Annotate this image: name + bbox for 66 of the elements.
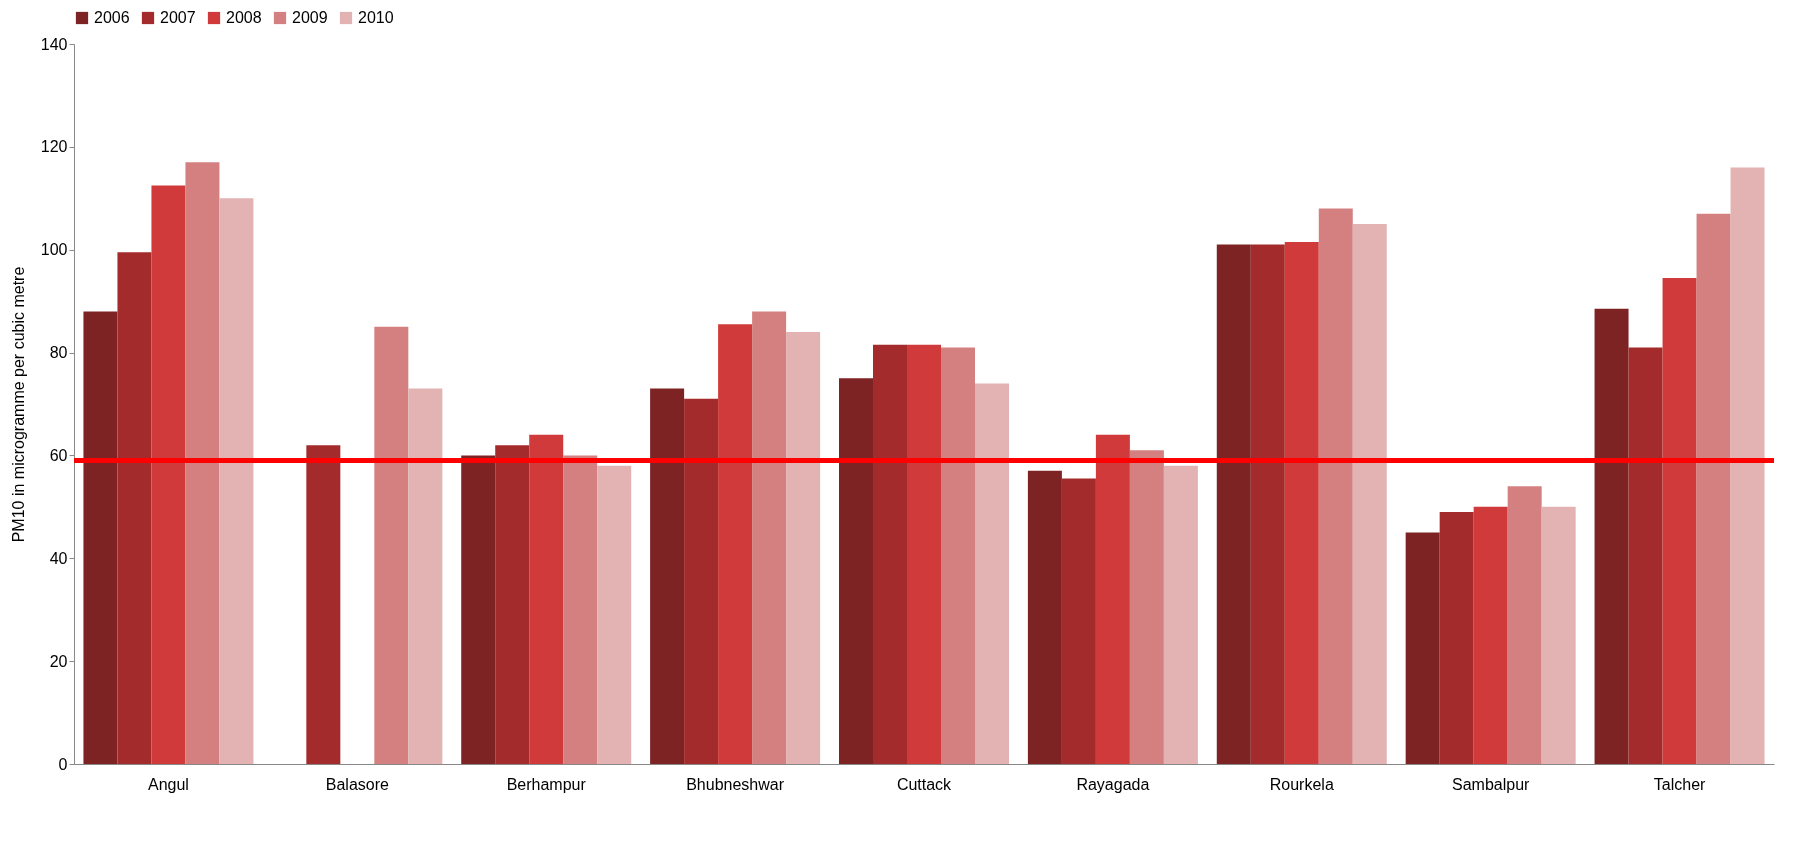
x-tick-label: Angul xyxy=(147,775,189,793)
bar xyxy=(1628,347,1663,764)
bar xyxy=(1730,167,1765,764)
bar xyxy=(374,326,409,764)
x-tick-label: Berhampur xyxy=(506,775,587,793)
bar xyxy=(495,445,530,764)
bar xyxy=(941,347,975,764)
bar xyxy=(1129,450,1164,764)
bar xyxy=(597,465,632,764)
bar xyxy=(185,162,220,764)
bar xyxy=(1027,470,1062,764)
bar xyxy=(684,398,719,764)
bar xyxy=(1352,224,1387,764)
legend-label: 2007 xyxy=(160,9,196,26)
y-tick-label: 120 xyxy=(40,138,68,156)
y-tick-label: 20 xyxy=(49,652,68,670)
bar xyxy=(975,383,1009,764)
y-tick-label: 80 xyxy=(49,344,68,362)
bar xyxy=(786,332,821,764)
bar xyxy=(219,198,254,764)
y-tick-label: 40 xyxy=(49,549,68,567)
x-tick-label: Talcher xyxy=(1653,775,1707,793)
bar xyxy=(461,455,496,764)
bar xyxy=(1163,465,1198,764)
bar xyxy=(1284,242,1319,764)
legend-label: 2008 xyxy=(226,9,262,26)
bar xyxy=(1662,278,1697,764)
y-tick-label: 100 xyxy=(40,241,68,259)
bar xyxy=(1216,244,1251,764)
legend-label: 2006 xyxy=(94,9,130,26)
legend-label: 2009 xyxy=(292,9,328,26)
bar xyxy=(1541,506,1576,764)
x-tick-label: Bhubneshwar xyxy=(686,775,785,793)
y-tick-label: 60 xyxy=(49,446,68,464)
y-axis-title: PM10 in microgramme per cubic metre xyxy=(9,266,27,543)
bar xyxy=(83,311,118,764)
bar xyxy=(1318,208,1353,764)
bar xyxy=(151,185,186,764)
bar xyxy=(839,378,873,764)
x-tick-label: Rourkela xyxy=(1269,775,1334,793)
bar xyxy=(718,324,753,764)
bar xyxy=(907,344,941,764)
x-tick-label: Rayagada xyxy=(1076,775,1150,793)
bar xyxy=(650,388,685,764)
x-tick-label: Cuttack xyxy=(896,775,953,793)
x-tick-label: Balasore xyxy=(325,775,390,793)
bar xyxy=(752,311,787,764)
bar xyxy=(1061,478,1096,764)
bar xyxy=(1696,213,1731,764)
bar xyxy=(306,445,341,764)
bar xyxy=(1507,486,1542,764)
y-tick-label: 140 xyxy=(40,35,68,53)
bar xyxy=(1250,244,1285,764)
bar xyxy=(408,388,443,764)
bar xyxy=(1473,506,1508,764)
bar xyxy=(117,252,152,764)
x-tick-label: Sambalpur xyxy=(1451,775,1531,793)
bar xyxy=(873,344,907,764)
legend-label: 2010 xyxy=(358,9,394,26)
bar xyxy=(1439,512,1474,764)
bar xyxy=(1594,308,1629,764)
bar xyxy=(563,455,598,764)
bar xyxy=(1095,434,1130,764)
y-tick-label: 0 xyxy=(58,755,68,773)
bar xyxy=(1405,532,1440,764)
bar xyxy=(529,434,564,764)
